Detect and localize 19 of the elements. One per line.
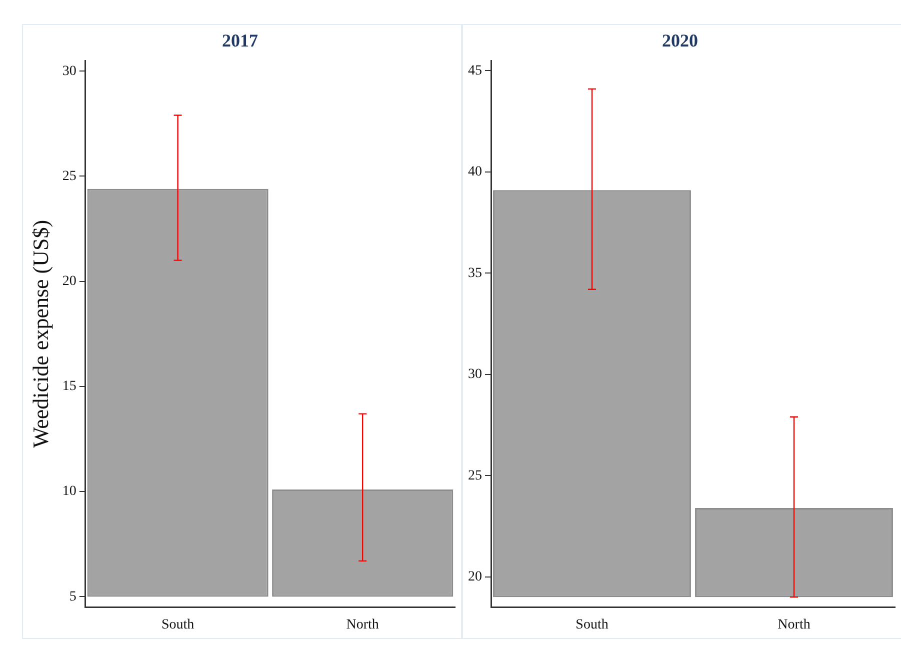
y-tick-label: 35 xyxy=(468,266,482,281)
y-tick-label: 40 xyxy=(468,164,482,180)
x-tick-label: North xyxy=(346,617,379,632)
chart-title: 2017 xyxy=(222,30,258,50)
y-tick-label: 30 xyxy=(468,367,482,382)
y-axis-title: Weedicide expense (US$) xyxy=(28,220,53,448)
y-tick-label: 20 xyxy=(62,274,76,290)
y-tick-label: 30 xyxy=(62,64,76,79)
y-tick-label: 45 xyxy=(468,63,482,78)
y-tick-label: 25 xyxy=(468,468,482,484)
y-tick-label: 10 xyxy=(62,484,76,500)
chart-title: 2020 xyxy=(662,30,698,50)
y-tick-label: 15 xyxy=(62,379,76,394)
x-tick-label: North xyxy=(778,617,810,632)
x-tick-label: South xyxy=(576,617,608,632)
x-tick-label: South xyxy=(161,617,194,632)
y-tick-label: 25 xyxy=(62,168,76,184)
y-tick-label: 20 xyxy=(468,570,482,585)
y-tick-label: 5 xyxy=(69,589,76,604)
